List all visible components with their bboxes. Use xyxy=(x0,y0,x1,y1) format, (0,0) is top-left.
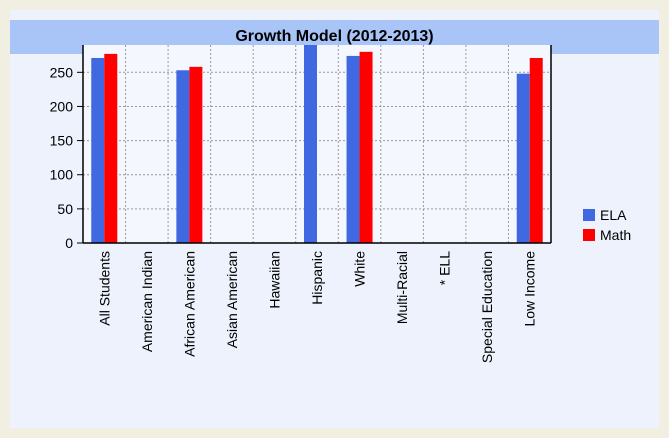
x-tick-label: * ELL xyxy=(437,251,453,285)
legend-label-math: Math xyxy=(600,227,631,243)
x-tick-label: Special Education xyxy=(479,251,495,363)
bar-math xyxy=(529,57,543,243)
bar-math xyxy=(359,51,373,243)
bar-ela xyxy=(91,57,105,243)
bar-ela xyxy=(346,55,360,244)
chart-title: Growth Model (2012-2013) xyxy=(235,28,434,45)
y-tick-label: 0 xyxy=(65,235,73,251)
y-tick-label: 50 xyxy=(57,201,73,217)
bar-math xyxy=(189,66,203,244)
x-tick-label: Asian American xyxy=(224,251,240,348)
bar-math xyxy=(104,53,118,244)
x-tick-label: Multi-Racial xyxy=(394,251,410,324)
legend-swatch-ela xyxy=(583,209,595,221)
bar-ela xyxy=(304,45,317,243)
x-tick-label: Hawaiian xyxy=(266,251,282,309)
legend-swatch-math xyxy=(583,229,595,241)
x-tick-label: All Students xyxy=(96,251,112,326)
y-tick-label: 100 xyxy=(50,167,74,183)
bar-ela xyxy=(176,70,190,243)
y-tick-label: 250 xyxy=(50,64,74,80)
bar-ela xyxy=(516,73,530,243)
x-tick-label: Hispanic xyxy=(309,251,325,305)
y-tick-label: 150 xyxy=(50,133,74,149)
x-tick-label: White xyxy=(352,251,368,287)
y-tick-label: 200 xyxy=(50,98,74,114)
x-tick-label: American Indian xyxy=(139,251,155,352)
x-tick-label: African American xyxy=(181,251,197,357)
legend-label-ela: ELA xyxy=(600,207,627,223)
x-tick-label: Low Income xyxy=(522,251,538,327)
